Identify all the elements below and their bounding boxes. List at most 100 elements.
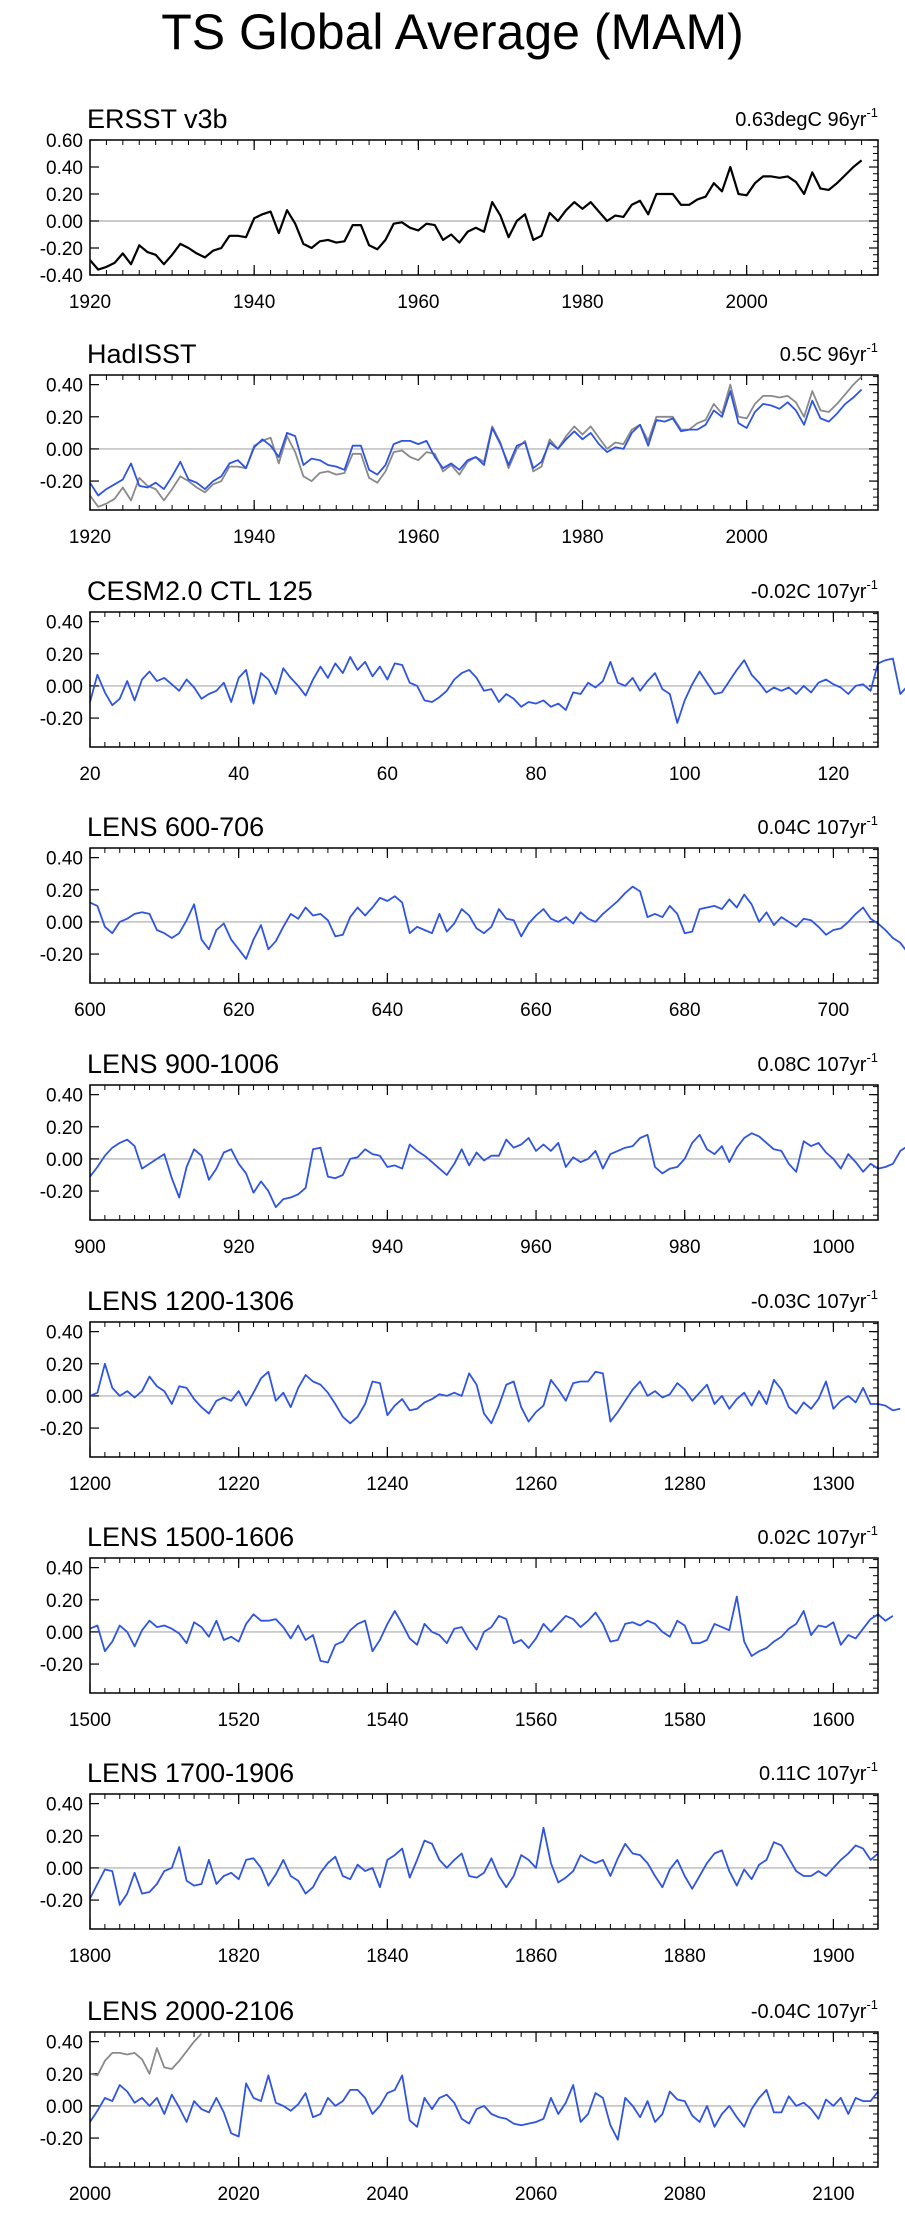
x-tick-label: 1280 <box>664 1474 706 1495</box>
trend-exponent: -1 <box>866 577 878 592</box>
x-tick-label: 80 <box>525 764 546 785</box>
chart-panel: HadISST 0.5C 96yr-1 -0.20 0.00 0.20 0.40 1920 1… <box>40 339 879 548</box>
series-line <box>89 159 863 271</box>
x-tick-label: 120 <box>818 764 850 785</box>
series-line <box>89 1826 879 1906</box>
trend-exponent: -1 <box>866 1997 878 2012</box>
y-tick-label: 0.40 <box>46 1323 83 1344</box>
x-tick-label: 40 <box>228 764 249 785</box>
x-tick-label: 1560 <box>515 1710 557 1731</box>
x-tick-label: 660 <box>520 1000 552 1021</box>
x-tick-label: 1500 <box>69 1710 111 1731</box>
y-tick-label: 0.40 <box>46 613 83 634</box>
trend-exponent: -1 <box>866 105 878 120</box>
x-tick-label: 1860 <box>515 1946 557 1967</box>
panel-title: LENS 2000-2106 <box>87 1996 294 2026</box>
chart-panel: LENS 1500-1606 0.02C 107yr-1 -0.20 0.00 0.20… <box>40 1522 894 1731</box>
x-tick-label: 1960 <box>397 292 439 313</box>
y-tick-label: 0.00 <box>46 440 83 461</box>
x-tick-label: 1960 <box>397 527 439 548</box>
panel-title: LENS 900-1006 <box>87 1049 279 1079</box>
trend-value: 0.04C 107yr <box>757 817 866 839</box>
chart-panel: CESM2.0 CTL 125 -0.02C 107yr-1 -0.20 0.00 0.… <box>40 576 905 785</box>
y-tick-label: 0.20 <box>46 1118 83 1139</box>
x-tick-label: 1220 <box>218 1474 260 1495</box>
plot-frame <box>89 374 879 511</box>
trend-label: 0.11C 107yr-1 <box>759 1759 878 1785</box>
trend-exponent: -1 <box>866 1050 878 1065</box>
y-tick-label: 0.60 <box>46 131 83 152</box>
y-tick-label: 0.00 <box>46 1387 83 1408</box>
y-tick-label: -0.20 <box>40 945 83 966</box>
y-tick-label: 0.20 <box>46 2065 83 2086</box>
plot-frame <box>89 1557 879 1694</box>
y-tick-label: 0.40 <box>46 2033 83 2054</box>
trend-label: -0.04C 107yr-1 <box>751 1997 878 2023</box>
series-line <box>89 388 863 497</box>
x-tick-label: 2100 <box>812 2184 854 2205</box>
series-line <box>89 2074 879 2141</box>
x-tick-label: 900 <box>74 1237 106 1258</box>
x-tick-label: 1240 <box>366 1474 408 1495</box>
x-tick-label: 1800 <box>69 1946 111 1967</box>
x-tick-label: 1980 <box>561 292 603 313</box>
y-tick-label: 0.00 <box>46 677 83 698</box>
y-tick-label: 0.20 <box>46 408 83 429</box>
x-tick-label: 980 <box>669 1237 701 1258</box>
y-tick-label: 0.00 <box>46 913 83 934</box>
chart-panel: ERSST v3b 0.63degC 96yr-1 -0.40 -0.20 0.00 0.… <box>40 104 879 313</box>
series-line <box>89 1595 894 1664</box>
y-tick-label: -0.20 <box>40 1419 83 1440</box>
trend-value: -0.03C 107yr <box>751 1291 867 1313</box>
chart-panel: LENS 1700-1906 0.11C 107yr-1 -0.20 0.00 0.20… <box>40 1758 879 1967</box>
x-tick-label: 1300 <box>812 1474 854 1495</box>
series-line <box>89 1132 905 1208</box>
series-line <box>89 2032 203 2077</box>
y-tick-label: 0.20 <box>46 881 83 902</box>
x-tick-label: 1920 <box>69 527 111 548</box>
trend-exponent: -1 <box>866 813 878 828</box>
series-line <box>89 885 905 960</box>
series-line <box>89 1362 901 1425</box>
x-tick-label: 1540 <box>366 1710 408 1731</box>
panel-title: LENS 1700-1906 <box>87 1758 294 1788</box>
x-tick-label: 1940 <box>233 292 275 313</box>
trend-exponent: -1 <box>866 1287 878 1302</box>
x-tick-label: 1200 <box>69 1474 111 1495</box>
trend-label: 0.08C 107yr-1 <box>757 1050 878 1076</box>
x-tick-label: 2000 <box>726 292 768 313</box>
y-tick-label: -0.20 <box>40 2129 83 2150</box>
x-tick-label: 2000 <box>726 527 768 548</box>
plot-frame <box>89 2031 879 2168</box>
x-tick-label: 2040 <box>366 2184 408 2205</box>
y-tick-label: 0.20 <box>46 1591 83 1612</box>
x-tick-label: 1900 <box>812 1946 854 1967</box>
chart-panel: LENS 2000-2106 -0.04C 107yr-1 -0.20 0.00 0.2… <box>40 1996 879 2205</box>
trend-label: -0.03C 107yr-1 <box>751 1287 878 1313</box>
chart-panel: LENS 600-706 0.04C 107yr-1 -0.20 0.00 0.20 0.… <box>40 812 905 1021</box>
y-tick-label: 0.40 <box>46 158 83 179</box>
x-tick-label: 940 <box>372 1237 404 1258</box>
y-tick-label: 0.40 <box>46 1795 83 1816</box>
x-tick-label: 600 <box>74 1000 106 1021</box>
panel-title: LENS 1200-1306 <box>87 1286 294 1316</box>
x-tick-label: 680 <box>669 1000 701 1021</box>
y-tick-label: 0.40 <box>46 849 83 870</box>
trend-value: 0.08C 107yr <box>757 1054 866 1076</box>
x-tick-label: 1840 <box>366 1946 408 1967</box>
x-tick-label: 2060 <box>515 2184 557 2205</box>
x-tick-label: 20 <box>79 764 100 785</box>
trend-exponent: -1 <box>866 340 878 355</box>
x-tick-label: 2000 <box>69 2184 111 2205</box>
y-tick-label: -0.20 <box>40 472 83 493</box>
y-tick-label: 0.20 <box>46 185 83 206</box>
x-tick-label: 1940 <box>233 527 275 548</box>
x-tick-label: 60 <box>377 764 398 785</box>
panel-title: LENS 600-706 <box>87 812 264 842</box>
y-tick-label: 0.20 <box>46 645 83 666</box>
x-tick-label: 1920 <box>69 292 111 313</box>
x-tick-label: 1820 <box>218 1946 260 1967</box>
plot-frame <box>89 611 879 748</box>
panel-title: HadISST <box>87 339 197 369</box>
series-line <box>89 656 905 724</box>
